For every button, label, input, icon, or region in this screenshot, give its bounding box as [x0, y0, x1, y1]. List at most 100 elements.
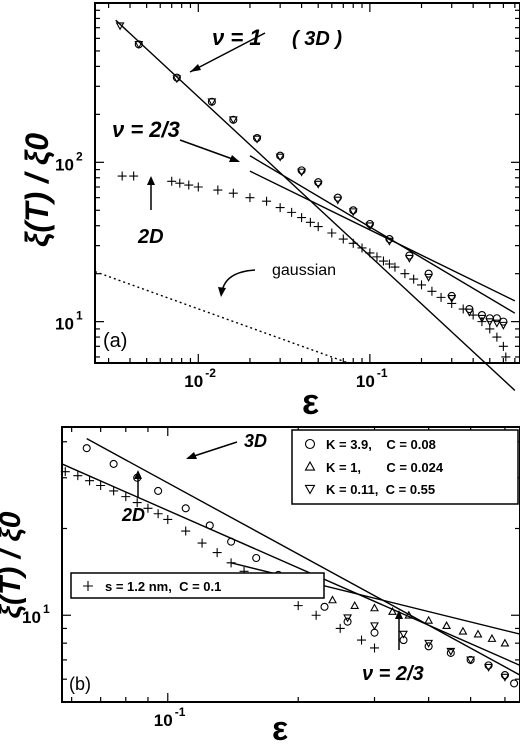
panel-a-point-cross: [501, 352, 511, 362]
label-2d: 2D: [137, 226, 164, 248]
panel-b-point-circle: [154, 486, 163, 495]
arrowhead-2d: [147, 176, 155, 185]
panel-b-point-cross: [143, 503, 153, 513]
panel-b-point-triangle-down: [484, 663, 493, 672]
panel-b-point-cross: [197, 538, 207, 548]
panel-a-fit-lines: [94, 19, 516, 391]
panel-b-point-triangle-up: [388, 606, 397, 615]
panel-b-point-circle: [320, 602, 329, 611]
panel-a-point-cross: [262, 196, 272, 206]
legend-entry-3: K = 0.11, C = 0.55: [326, 482, 435, 497]
panel-a-point-cross: [390, 262, 400, 272]
panel-a-y-tick-exponent: 1: [76, 309, 83, 323]
panel-a-point-cross: [384, 259, 394, 269]
panel-a-point-triangle-down: [464, 308, 474, 317]
panel-b-point-cross: [181, 526, 191, 536]
panel-b-point-triangle-down: [500, 673, 510, 682]
panel-a-point-cross: [468, 310, 478, 320]
panel-b-point-cross: [73, 471, 83, 481]
panel-b-point-circle: [109, 459, 118, 468]
panel-a-point-cross: [400, 269, 410, 279]
panel-b-point-cross: [311, 610, 321, 620]
panel-b-point-triangle-down: [399, 630, 408, 639]
arrow-nu23: [179, 139, 239, 162]
panel-b-point-cross: [293, 601, 303, 611]
panel-b-point-circle: [227, 537, 236, 546]
panel-a-point-triangle-down: [477, 314, 487, 323]
panel-a-point-triangle-down: [313, 180, 323, 189]
panel-b-point-cross: [109, 486, 119, 496]
panel-a-point-cross: [427, 286, 437, 296]
label-3d: ( 3D ): [292, 28, 342, 50]
panel-a-point-cross: [338, 234, 348, 244]
panel-a-point-cross: [213, 185, 223, 195]
panel-b-x-tick-label: 10: [154, 711, 173, 730]
panel-a-point-cross: [372, 252, 382, 262]
panel-b-point-triangle-up: [473, 629, 483, 638]
panel-a-y-tick-label: 10: [55, 155, 74, 174]
panel-a-y-tick-label: 10: [55, 315, 74, 334]
arrowhead-gaussian: [218, 287, 226, 297]
legend-marker-triangle-down: [304, 484, 316, 495]
panel-b-point-cross: [121, 492, 131, 502]
panel-a-fit-line: [249, 155, 516, 314]
panel-a-y-tick-exponent: 2: [76, 149, 83, 163]
panel-a-point-cross: [184, 180, 194, 190]
arrow-gaussian: [221, 269, 256, 293]
panel-b-point-triangle-down: [370, 622, 379, 631]
panel-a-point-cross: [193, 182, 203, 192]
panel-b-point-circle: [252, 553, 261, 563]
panel-b-point-triangle-up: [442, 621, 452, 630]
panel-b-point-triangle-down: [446, 647, 456, 656]
panel-b-point-triangle-up: [328, 595, 337, 604]
panel-b-xlabel: ε: [272, 710, 288, 745]
panel-a-ticks: 10 -2 10 -110 110 2: [55, 2, 520, 391]
panel-b-point-cross: [357, 635, 367, 645]
panel-a-label: (a): [103, 330, 127, 352]
panel-a-point-triangle-down: [115, 22, 125, 31]
panel-b-point-circle: [82, 444, 91, 453]
panel-a-point-triangle-down: [365, 222, 375, 231]
panel-a-point-triangle-down: [297, 168, 307, 177]
panel-a-point-triangle-down: [172, 75, 182, 84]
panel-a-point-cross: [417, 280, 427, 290]
panel-a-point-circle: [492, 314, 501, 323]
panel-a-point-cross: [305, 217, 315, 227]
panel-b-fit-line: [86, 438, 520, 676]
panel-a-markers: [115, 22, 511, 362]
panel-b-ylabel-text: ξ(T) / ξ0: [0, 511, 27, 618]
panel-a-point-cross: [245, 193, 255, 203]
legend2-box: s = 1.2 nm, C = 0.1: [70, 572, 325, 599]
panel-b-point-cross: [226, 558, 236, 568]
legend-marker-triangle-up: [304, 460, 316, 471]
panel-a-fit-line: [94, 270, 349, 364]
panel-a-point-triangle-down: [384, 237, 394, 246]
panel-a-point-triangle-down: [333, 196, 343, 205]
panel-a-point-cross: [365, 248, 375, 258]
panel-b-frame: [61, 426, 520, 703]
panel-b-arrows: [134, 441, 403, 650]
panel-a-point-triangle-down: [228, 116, 238, 125]
panel-b-point-circle: [343, 617, 352, 626]
panel-a-x-tick-label: 10: [184, 372, 203, 391]
panel-b-point-triangle-up: [487, 633, 497, 642]
panel-a-frame: [94, 2, 520, 364]
panel-a-point-triangle-down: [404, 254, 414, 263]
panel-a-point-triangle-down: [498, 321, 508, 330]
panel-b-point-cross: [370, 643, 380, 653]
arrow-b-3d: [187, 441, 238, 459]
panel-b-point-circle: [181, 504, 190, 513]
panel-a-point-cross: [167, 176, 177, 186]
panel-a-point-circle: [349, 206, 358, 215]
panel-a-point-cross: [492, 332, 502, 342]
panel-a-point-cross: [275, 203, 285, 213]
panel-a-point-triangle-down: [134, 41, 144, 49]
label-b-2d: 2D: [121, 505, 145, 525]
arrowhead-nu23: [229, 155, 240, 162]
panel-a-ylabel-text: ξ(T) / ξ0: [19, 133, 55, 247]
panel-a-fit-line: [249, 170, 516, 302]
panel-a-point-cross: [409, 274, 419, 284]
panel-b-point-cross: [153, 509, 163, 519]
panel-a-point-cross: [175, 178, 185, 188]
